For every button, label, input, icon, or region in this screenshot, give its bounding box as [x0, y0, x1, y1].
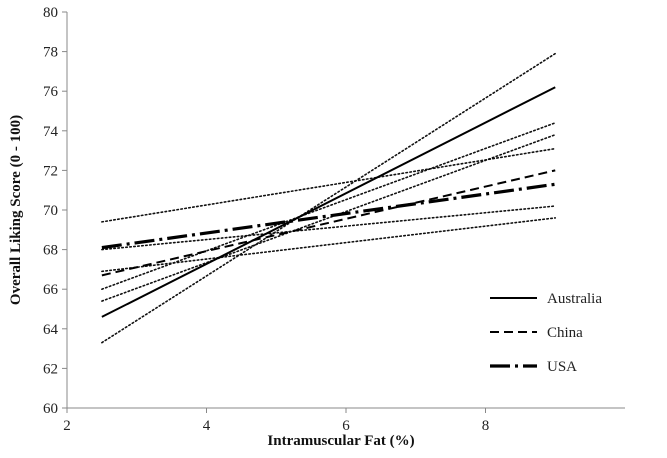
confidence-band-line	[101, 122, 557, 291]
x-axis-title: Intramuscular Fat (%)	[267, 433, 414, 449]
y-tick-label: 66	[43, 282, 59, 298]
confidence-band-line	[101, 217, 557, 273]
legend: Australia China USA	[490, 291, 602, 375]
confidence-band-line	[101, 52, 557, 344]
y-tick-label: 60	[43, 401, 58, 417]
confidence-bands	[101, 52, 557, 344]
series-line-china	[101, 169, 556, 277]
confidence-band-line	[101, 147, 557, 223]
axes	[66, 12, 625, 409]
y-tick-label: 72	[43, 163, 58, 179]
y-tick-label: 70	[43, 203, 58, 219]
series-line-usa	[101, 182, 556, 250]
y-tick-label: 64	[43, 322, 59, 338]
y-tick-label: 62	[43, 361, 58, 377]
y-tick-label: 78	[43, 45, 58, 61]
x-tick-label: 4	[203, 418, 211, 434]
confidence-band-line	[101, 133, 557, 302]
series-lines	[101, 86, 556, 318]
x-tick-label: 2	[63, 418, 71, 434]
legend-label-china: China	[547, 325, 583, 341]
y-tick-label: 80	[43, 5, 58, 21]
y-axis-title: Overall Liking Score (0 - 100)	[8, 115, 24, 305]
legend-label-usa: USA	[547, 359, 577, 375]
y-tick-label: 68	[43, 243, 58, 259]
series-line-australia	[101, 86, 556, 318]
x-tick-labels: 2 4 6 8	[63, 408, 489, 434]
confidence-band-line	[101, 205, 557, 251]
y-tick-label: 74	[43, 124, 59, 140]
y-tick-label: 76	[43, 84, 59, 100]
legend-label-australia: Australia	[547, 291, 602, 307]
y-tick-labels: 60 62 64 66 68 70 72 74 76 78 80	[43, 5, 67, 417]
x-tick-label: 6	[342, 418, 350, 434]
x-tick-label: 8	[482, 418, 490, 434]
